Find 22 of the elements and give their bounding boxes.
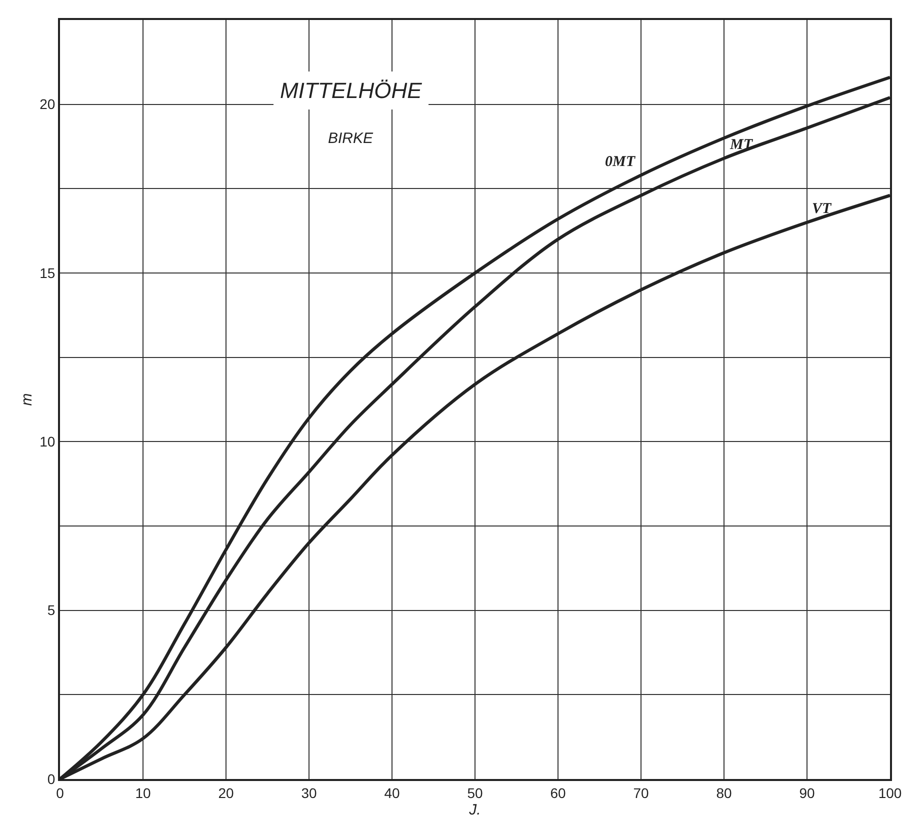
x-tick-label: 90 xyxy=(799,784,815,801)
series-label: 0MT xyxy=(605,154,636,170)
y-tick-label: 0 xyxy=(47,770,56,787)
x-tick-label: 40 xyxy=(384,784,400,801)
x-tick-label: 10 xyxy=(135,784,151,801)
y-tick-label: 15 xyxy=(40,264,56,281)
x-tick-label: 30 xyxy=(301,784,317,801)
y-tick-label: 5 xyxy=(47,602,56,618)
text: MITTELHÖHE xyxy=(280,78,422,103)
y-tick-label: 20 xyxy=(40,96,56,112)
x-tick-label: 70 xyxy=(633,784,649,801)
x-tick-label: 20 xyxy=(218,784,234,801)
y-axis-title: m xyxy=(18,393,36,406)
x-tick-label: 80 xyxy=(716,784,732,801)
x-tick-label: 50 xyxy=(467,784,483,801)
series-label: VT xyxy=(812,201,832,217)
x-tick-label: 60 xyxy=(550,784,566,801)
text: BIRKE xyxy=(328,130,374,147)
x-tick-label: 100 xyxy=(878,784,902,801)
x-axis-title: J. xyxy=(468,801,481,818)
series-label: MT xyxy=(729,137,754,153)
y-tick-label: 10 xyxy=(40,434,56,450)
